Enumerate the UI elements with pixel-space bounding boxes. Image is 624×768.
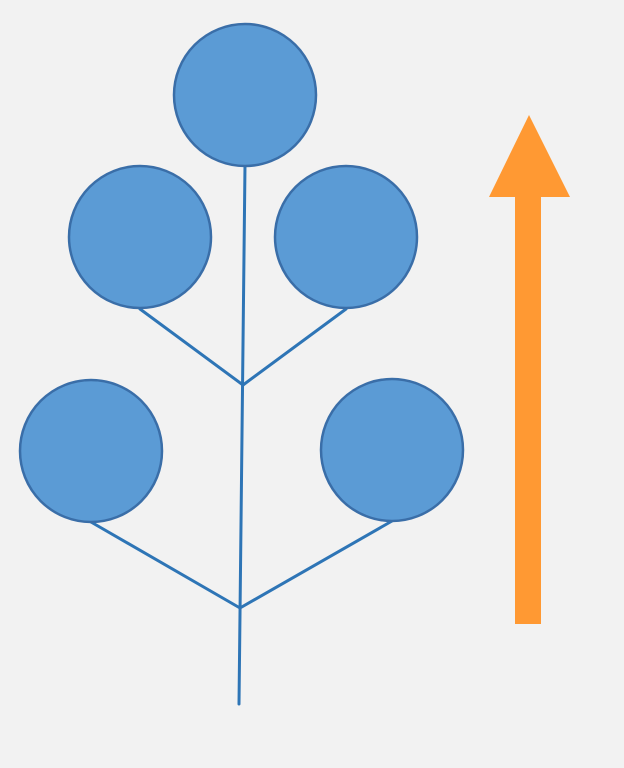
node-upper-right	[273, 164, 419, 310]
node-top	[172, 22, 318, 168]
branch-lower-right	[238, 519, 394, 610]
branch-upper-right	[241, 307, 348, 387]
node-lower-right	[319, 377, 465, 523]
node-upper-left	[67, 164, 213, 310]
arrow-shaft	[515, 194, 541, 624]
tree-nodes	[18, 22, 465, 524]
branch-lower-left	[89, 520, 242, 610]
growth-arrow	[489, 115, 570, 624]
arrow-head-icon	[489, 115, 570, 197]
node-lower-left	[18, 378, 164, 524]
branch-upper-left	[138, 307, 245, 387]
tree-branches	[89, 163, 394, 706]
trunk-line	[237, 163, 247, 706]
